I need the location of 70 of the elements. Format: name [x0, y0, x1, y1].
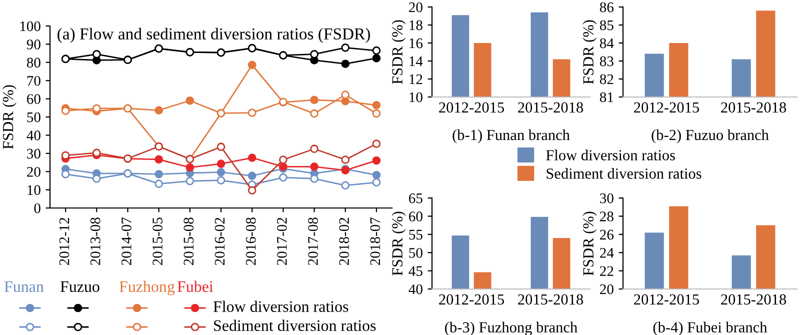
x-tick-label: 2012-2015 [634, 294, 700, 305]
text: Fuzuo [60, 281, 100, 292]
legend-label: Sediment diversion ratios [546, 168, 702, 179]
y-axis-title: FSDR (%) [582, 20, 597, 84]
x-tick-label: 2012-2015 [439, 102, 504, 113]
y-tick-label: 0 [34, 203, 40, 214]
y-tick-label: 85 [600, 20, 614, 30]
y-tick-label: 20 [600, 284, 614, 294]
y-tick-label: 86 [600, 2, 614, 12]
x-tick-label: 2018-02 [339, 218, 350, 265]
text: Fubei [177, 280, 214, 292]
text: (b-2) Fuzuo branch [652, 129, 769, 144]
y-tick-label: 70 [27, 76, 40, 86]
x-tick-label: 2017-02 [276, 218, 287, 265]
y-tick-label: 55 [409, 230, 422, 240]
y-tick-label: 10 [410, 92, 422, 102]
y-tick-label: 20 [27, 166, 40, 177]
text: Flow diversion ratios [213, 300, 348, 312]
x-tick-label: 2018-07 [370, 217, 380, 265]
x-tick-label: 2012-2015 [439, 294, 504, 305]
y-tick-label: 12 [410, 74, 422, 84]
x-tick-label: 2015-2018 [721, 102, 786, 113]
legend-label: Flow diversion ratios [546, 150, 675, 160]
y-tick-label: 24 [600, 248, 614, 258]
x-tick-label: 2012-12 [59, 218, 70, 265]
chart-title: (a) Flow and sediment diversion ratios (FSDR) [58, 28, 370, 43]
y-tick-label: 60 [27, 94, 40, 104]
x-tick-label: 2017-08 [308, 218, 318, 265]
x-tick-label: 2015-2018 [721, 294, 786, 305]
y-tick-label: 45 [408, 266, 422, 276]
y-axis-title: FSDR (%) [392, 212, 406, 276]
y-axis-title: FSDR (%) [582, 212, 597, 276]
text: (b-1) Funan branch [452, 129, 570, 144]
y-axis-title: FSDR (%) [392, 20, 406, 84]
y-tick-label: 20 [409, 2, 422, 12]
x-tick-label: 2016-08 [246, 218, 256, 265]
x-tick-label: 2014-07 [122, 217, 132, 265]
x-tick-label: 2015-2018 [518, 294, 584, 305]
x-tick-label: 2015-05 [152, 218, 162, 265]
y-tick-label: 16 [410, 38, 423, 48]
y-axis-title: FSDR (%) [2, 85, 16, 150]
y-tick-label: 65 [409, 193, 422, 204]
y-tick-label: 40 [26, 130, 40, 140]
y-tick-label: 28 [600, 212, 614, 222]
x-tick-label: 2013-08 [90, 218, 100, 265]
y-tick-label: 22 [600, 266, 614, 276]
y-tick-label: 50 [409, 248, 422, 258]
y-tick-label: 30 [27, 148, 40, 159]
x-tick-label: 2015-2018 [518, 102, 584, 113]
y-tick-label: 40 [408, 284, 422, 294]
y-tick-label: 30 [600, 193, 614, 204]
y-tick-label: 26 [600, 230, 614, 240]
y-tick-label: 60 [409, 212, 422, 222]
y-tick-label: 84 [600, 38, 614, 48]
x-tick-label: 2016-02 [214, 218, 225, 265]
x-tick-label: 2012-2015 [634, 102, 700, 113]
x-tick-label: 2015-08 [184, 218, 194, 265]
y-tick-label: 82 [600, 74, 614, 84]
y-tick-label: 50 [27, 112, 40, 122]
y-tick-label: 90 [26, 40, 40, 50]
text: Funan [4, 281, 44, 292]
y-tick-label: 100 [20, 21, 40, 32]
text: Sediment diversion ratios [214, 320, 376, 331]
y-tick-label: 80 [26, 58, 40, 68]
y-tick-label: 14 [410, 56, 423, 66]
y-tick-label: 83 [600, 56, 614, 66]
y-tick-label: 10 [28, 185, 40, 196]
y-tick-label: 81 [600, 92, 614, 102]
y-tick-label: 18 [410, 20, 422, 30]
text: Fuzhong [119, 280, 175, 296]
